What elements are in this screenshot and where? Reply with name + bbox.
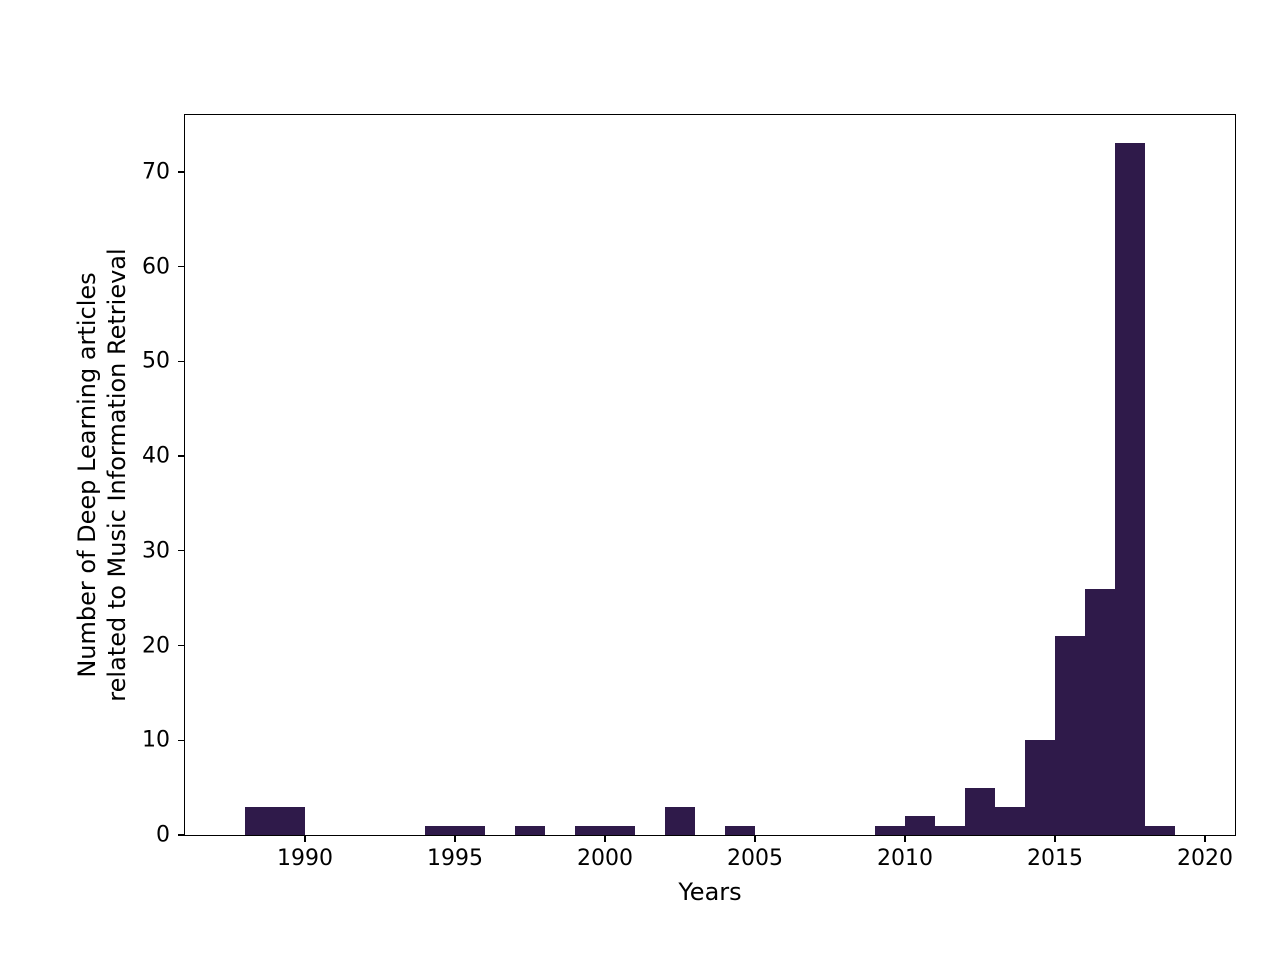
y-tick-label: 20: [142, 633, 170, 658]
bar: [1055, 636, 1085, 835]
bar: [1025, 740, 1055, 835]
y-tick-label: 0: [156, 823, 170, 848]
y-tick-label: 50: [142, 349, 170, 374]
x-axis-label: Years: [678, 878, 741, 906]
y-tick: [178, 834, 185, 835]
x-tick: [604, 835, 605, 842]
y-tick: [178, 740, 185, 741]
y-tick: [178, 266, 185, 267]
y-axis-label: Number of Deep Learning articlesrelated …: [72, 248, 132, 701]
x-tick-label: 1995: [427, 846, 483, 871]
y-tick-label: 30: [142, 538, 170, 563]
bar: [665, 807, 695, 835]
bar: [1085, 589, 1115, 835]
bar: [995, 807, 1025, 835]
bar: [935, 826, 965, 835]
bar: [905, 816, 935, 835]
y-tick: [178, 455, 185, 456]
x-tick-label: 2000: [577, 846, 633, 871]
x-tick: [304, 835, 305, 842]
bar: [575, 826, 605, 835]
x-tick: [904, 835, 905, 842]
x-tick: [454, 835, 455, 842]
bar: [605, 826, 635, 835]
bar: [425, 826, 455, 835]
bar: [455, 826, 485, 835]
bar: [245, 807, 305, 835]
x-axis-spine: [184, 835, 1237, 836]
x-tick: [1204, 835, 1205, 842]
x-tick-label: 2005: [727, 846, 783, 871]
x-tick-label: 2010: [877, 846, 933, 871]
bar: [1115, 143, 1145, 835]
plot-area: 1990199520002005201020152020010203040506…: [185, 115, 1235, 835]
y-tick: [178, 645, 185, 646]
right-spine: [1235, 114, 1236, 837]
x-tick-label: 2015: [1027, 846, 1083, 871]
y-tick-label: 40: [142, 444, 170, 469]
x-tick-label: 2020: [1177, 846, 1233, 871]
chart-figure: 1990 1995 2000 2005 2010 2015 2020 0 10 20 30 40 50 6…: [0, 0, 1280, 960]
y-axis-spine: [184, 114, 185, 837]
y-axis-label-line2: related to Music Information Retrieval: [102, 248, 132, 701]
y-tick-label: 70: [142, 159, 170, 184]
y-axis-label-line1: Number of Deep Learning articles: [72, 248, 102, 701]
bar: [875, 826, 905, 835]
bar: [725, 826, 755, 835]
y-tick: [178, 171, 185, 172]
y-tick-label: 10: [142, 728, 170, 753]
y-tick: [178, 361, 185, 362]
y-tick-label: 60: [142, 254, 170, 279]
x-tick-label: 1990: [277, 846, 333, 871]
bar: [1145, 826, 1175, 835]
y-tick: [178, 550, 185, 551]
top-spine: [184, 114, 1237, 115]
x-tick: [754, 835, 755, 842]
bar: [965, 788, 995, 835]
bar: [515, 826, 545, 835]
x-tick: [1054, 835, 1055, 842]
